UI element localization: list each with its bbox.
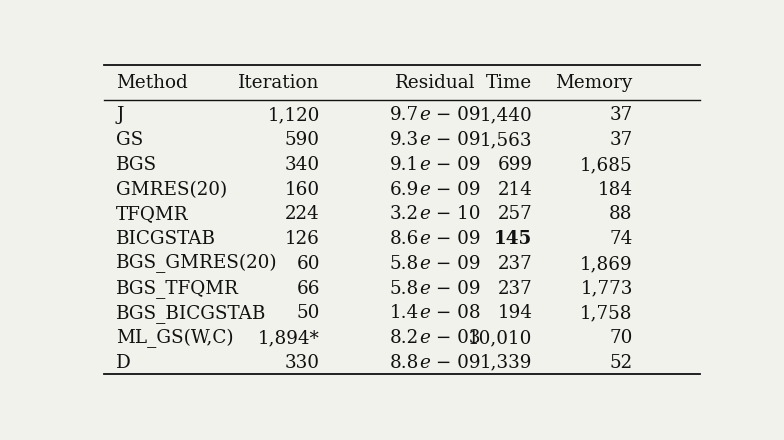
Text: Method: Method bbox=[116, 74, 188, 92]
Text: − 10: − 10 bbox=[430, 205, 481, 224]
Text: 6.9: 6.9 bbox=[390, 181, 419, 199]
Text: 1,440: 1,440 bbox=[480, 106, 532, 125]
Text: 224: 224 bbox=[285, 205, 320, 224]
Text: Time: Time bbox=[486, 74, 532, 92]
Text: 590: 590 bbox=[285, 131, 320, 149]
Text: e: e bbox=[419, 106, 430, 125]
Text: 60: 60 bbox=[296, 255, 320, 273]
Text: D: D bbox=[116, 354, 131, 372]
Text: 70: 70 bbox=[609, 329, 633, 347]
Text: − 09: − 09 bbox=[430, 156, 481, 174]
Text: 8.6: 8.6 bbox=[390, 230, 419, 248]
Text: GS: GS bbox=[116, 131, 143, 149]
Text: − 09: − 09 bbox=[430, 106, 481, 125]
Text: 145: 145 bbox=[494, 230, 532, 248]
Text: 5.8: 5.8 bbox=[390, 279, 419, 297]
Text: 184: 184 bbox=[597, 181, 633, 199]
Text: 8.2: 8.2 bbox=[390, 329, 419, 347]
Text: TFQMR: TFQMR bbox=[116, 205, 189, 224]
Text: e: e bbox=[419, 131, 430, 149]
Text: 126: 126 bbox=[285, 230, 320, 248]
Text: 699: 699 bbox=[497, 156, 532, 174]
Text: Residual: Residual bbox=[395, 74, 475, 92]
Text: 194: 194 bbox=[497, 304, 532, 323]
Text: 52: 52 bbox=[610, 354, 633, 372]
Text: − 09: − 09 bbox=[430, 255, 481, 273]
Text: 88: 88 bbox=[609, 205, 633, 224]
Text: 1,894*: 1,894* bbox=[258, 329, 320, 347]
Text: BGS: BGS bbox=[116, 156, 158, 174]
Text: 1,563: 1,563 bbox=[480, 131, 532, 149]
Text: 9.1: 9.1 bbox=[390, 156, 419, 174]
Text: − 09: − 09 bbox=[430, 131, 481, 149]
Text: 9.3: 9.3 bbox=[390, 131, 419, 149]
Text: ML_GS(W,C): ML_GS(W,C) bbox=[116, 329, 234, 348]
Text: − 09: − 09 bbox=[430, 354, 481, 372]
Text: − 09: − 09 bbox=[430, 181, 481, 199]
Text: 1,869: 1,869 bbox=[580, 255, 633, 273]
Text: GMRES(20): GMRES(20) bbox=[116, 181, 227, 199]
Text: 37: 37 bbox=[609, 131, 633, 149]
Text: 5.8: 5.8 bbox=[390, 255, 419, 273]
Text: 74: 74 bbox=[609, 230, 633, 248]
Text: 1,120: 1,120 bbox=[267, 106, 320, 125]
Text: 237: 237 bbox=[498, 279, 532, 297]
Text: 9.7: 9.7 bbox=[390, 106, 419, 125]
Text: BGS_BICGSTAB: BGS_BICGSTAB bbox=[116, 304, 267, 323]
Text: BGS_GMRES(20): BGS_GMRES(20) bbox=[116, 254, 278, 274]
Text: e: e bbox=[419, 205, 430, 224]
Text: Iteration: Iteration bbox=[238, 74, 320, 92]
Text: BGS_TFQMR: BGS_TFQMR bbox=[116, 279, 239, 298]
Text: e: e bbox=[419, 279, 430, 297]
Text: 257: 257 bbox=[498, 205, 532, 224]
Text: e: e bbox=[419, 304, 430, 323]
Text: 1.4: 1.4 bbox=[390, 304, 419, 323]
Text: J: J bbox=[116, 106, 124, 125]
Text: 330: 330 bbox=[285, 354, 320, 372]
Text: − 09: − 09 bbox=[430, 230, 481, 248]
Text: − 03: − 03 bbox=[430, 329, 481, 347]
Text: 1,773: 1,773 bbox=[580, 279, 633, 297]
Text: 1,685: 1,685 bbox=[580, 156, 633, 174]
Text: 160: 160 bbox=[285, 181, 320, 199]
Text: e: e bbox=[419, 230, 430, 248]
Text: 214: 214 bbox=[498, 181, 532, 199]
Text: 1,339: 1,339 bbox=[480, 354, 532, 372]
Text: 3.2: 3.2 bbox=[390, 205, 419, 224]
Text: − 09: − 09 bbox=[430, 279, 481, 297]
Text: e: e bbox=[419, 354, 430, 372]
Text: 237: 237 bbox=[498, 255, 532, 273]
Text: Memory: Memory bbox=[555, 74, 633, 92]
Text: 37: 37 bbox=[609, 106, 633, 125]
Text: BICGSTAB: BICGSTAB bbox=[116, 230, 216, 248]
Text: e: e bbox=[419, 329, 430, 347]
Text: e: e bbox=[419, 181, 430, 199]
Text: 10,010: 10,010 bbox=[468, 329, 532, 347]
Text: 1,758: 1,758 bbox=[580, 304, 633, 323]
Text: 66: 66 bbox=[296, 279, 320, 297]
Text: 340: 340 bbox=[285, 156, 320, 174]
Text: e: e bbox=[419, 156, 430, 174]
Text: e: e bbox=[419, 255, 430, 273]
Text: − 08: − 08 bbox=[430, 304, 481, 323]
Text: 50: 50 bbox=[296, 304, 320, 323]
Text: 8.8: 8.8 bbox=[390, 354, 419, 372]
